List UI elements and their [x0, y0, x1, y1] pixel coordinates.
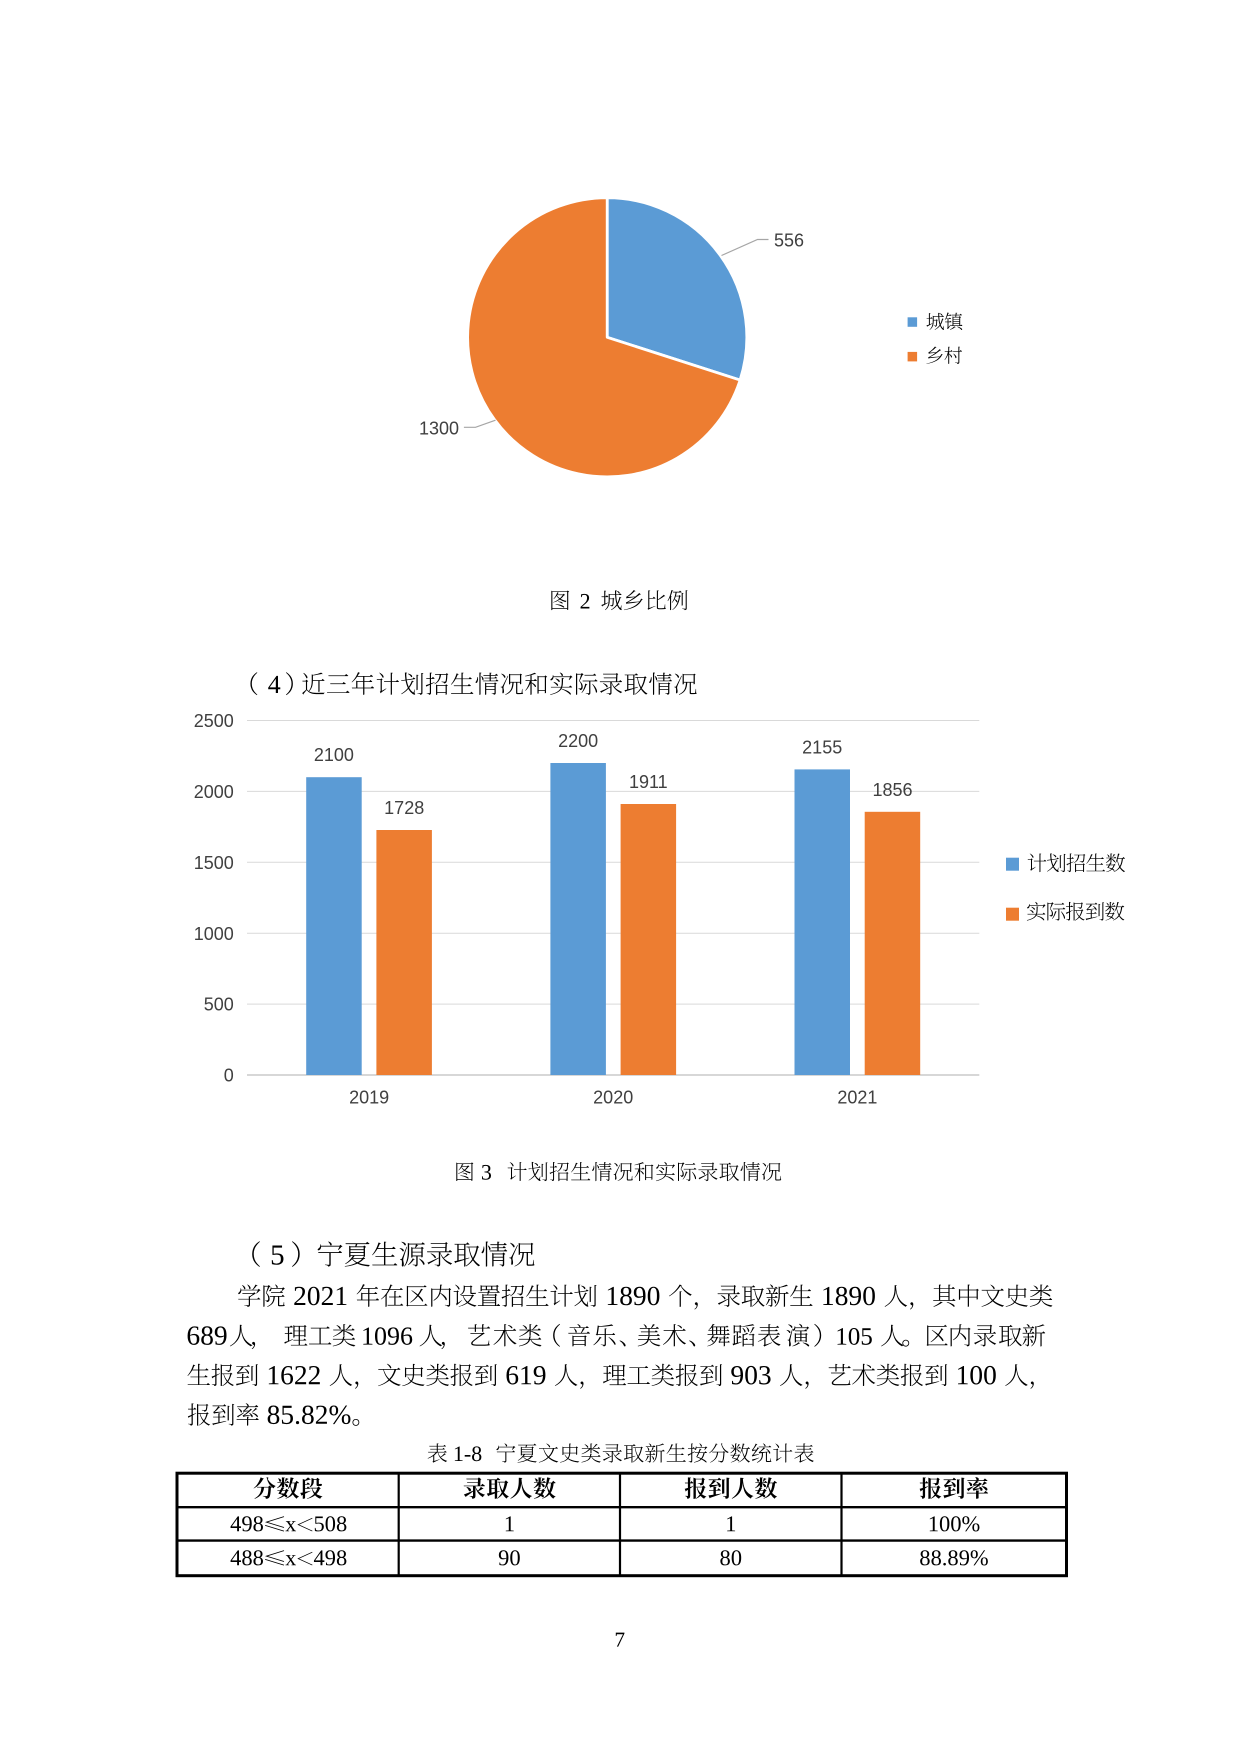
svg-text:2019: 2019 — [349, 1088, 389, 1108]
svg-text:0: 0 — [224, 1066, 234, 1086]
svg-text:1300: 1300 — [419, 418, 459, 438]
svg-text:1911: 1911 — [629, 772, 668, 792]
svg-text:1856: 1856 — [872, 780, 912, 800]
svg-text:2021: 2021 — [837, 1088, 877, 1108]
svg-text:1000: 1000 — [194, 924, 234, 944]
svg-text:1728: 1728 — [384, 798, 424, 818]
svg-text:1500: 1500 — [194, 853, 234, 873]
svg-text:2020: 2020 — [593, 1088, 633, 1108]
svg-text:2000: 2000 — [194, 782, 234, 802]
svg-text:556: 556 — [774, 230, 804, 250]
svg-text:2155: 2155 — [802, 737, 842, 757]
svg-text:2500: 2500 — [194, 711, 234, 731]
svg-text:2200: 2200 — [558, 731, 598, 751]
svg-text:500: 500 — [204, 995, 234, 1015]
svg-text:2100: 2100 — [314, 745, 354, 765]
